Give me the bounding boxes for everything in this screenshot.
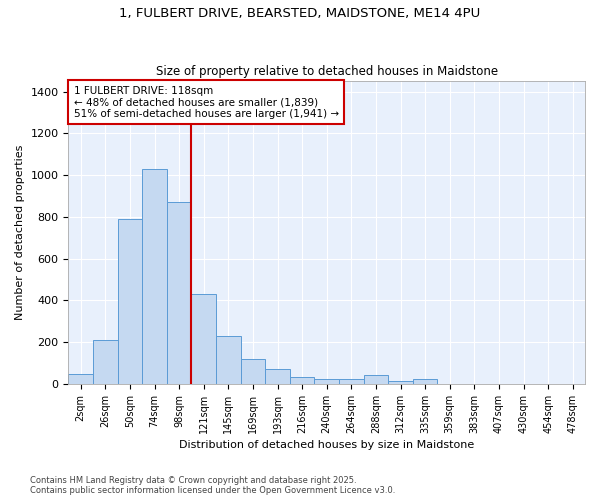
Bar bbox=[265, 370, 290, 384]
X-axis label: Distribution of detached houses by size in Maidstone: Distribution of detached houses by size … bbox=[179, 440, 475, 450]
Bar bbox=[68, 374, 93, 384]
Bar bbox=[364, 374, 388, 384]
Bar bbox=[167, 202, 191, 384]
Text: 1, FULBERT DRIVE, BEARSTED, MAIDSTONE, ME14 4PU: 1, FULBERT DRIVE, BEARSTED, MAIDSTONE, M… bbox=[119, 8, 481, 20]
Bar bbox=[93, 340, 118, 384]
Text: Contains HM Land Registry data © Crown copyright and database right 2025.
Contai: Contains HM Land Registry data © Crown c… bbox=[30, 476, 395, 495]
Bar bbox=[191, 294, 216, 384]
Bar bbox=[142, 169, 167, 384]
Bar bbox=[216, 336, 241, 384]
Bar bbox=[339, 379, 364, 384]
Bar bbox=[290, 377, 314, 384]
Title: Size of property relative to detached houses in Maidstone: Size of property relative to detached ho… bbox=[155, 66, 498, 78]
Bar bbox=[388, 381, 413, 384]
Bar bbox=[241, 359, 265, 384]
Bar bbox=[314, 379, 339, 384]
Bar bbox=[118, 219, 142, 384]
Text: 1 FULBERT DRIVE: 118sqm
← 48% of detached houses are smaller (1,839)
51% of semi: 1 FULBERT DRIVE: 118sqm ← 48% of detache… bbox=[74, 86, 338, 119]
Y-axis label: Number of detached properties: Number of detached properties bbox=[15, 145, 25, 320]
Bar bbox=[413, 379, 437, 384]
